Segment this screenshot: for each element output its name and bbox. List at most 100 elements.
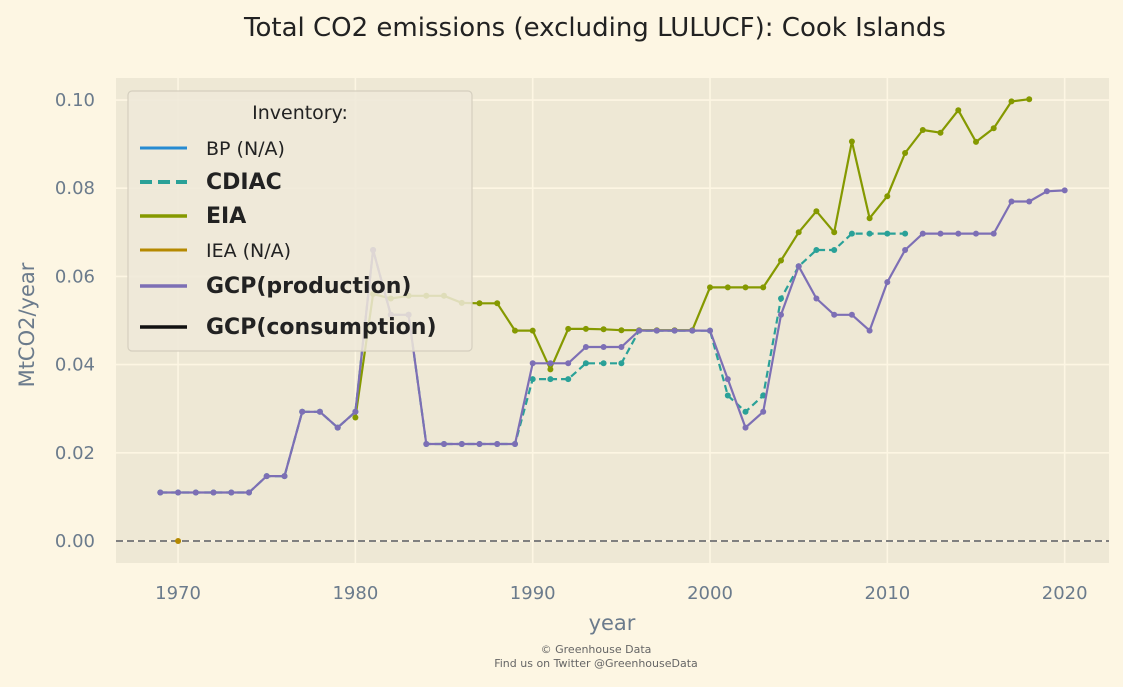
data-point-eia bbox=[1026, 96, 1033, 103]
data-point-gcp-production bbox=[1061, 187, 1068, 194]
x-tick-label: 1980 bbox=[332, 583, 378, 604]
data-point-eia bbox=[760, 284, 767, 291]
data-point-gcp-production bbox=[919, 230, 926, 237]
data-point-eia bbox=[476, 300, 483, 307]
data-point-cdiac bbox=[813, 247, 820, 253]
data-point-gcp-production bbox=[902, 247, 909, 253]
data-point-gcp-production bbox=[884, 279, 891, 286]
data-point-eia bbox=[547, 366, 554, 373]
data-point-gcp-production bbox=[210, 489, 217, 496]
y-tick-label: 0.04 bbox=[55, 355, 95, 376]
data-point-eia bbox=[512, 327, 518, 334]
legend: Inventory: BP (N/A) CDIAC EIA IEA (N/A) GCP(p… bbox=[127, 90, 473, 352]
data-point-cdiac bbox=[547, 376, 554, 383]
data-point-cdiac bbox=[742, 408, 749, 415]
data-point-cdiac bbox=[760, 392, 767, 399]
data-point-gcp-production bbox=[334, 424, 341, 431]
data-point-gcp-production bbox=[724, 376, 731, 383]
data-point-cdiac bbox=[600, 360, 607, 367]
data-point-eia bbox=[831, 229, 838, 236]
data-point-eia bbox=[778, 257, 784, 264]
data-point-eia bbox=[707, 284, 713, 291]
data-point-gcp-production bbox=[973, 230, 979, 237]
data-point-gcp-production bbox=[352, 408, 359, 415]
data-point-eia bbox=[884, 193, 891, 200]
y-tick-label: 0.02 bbox=[55, 443, 95, 464]
x-axis-ticks: 1970 1980 1990 2000 2010 2020 bbox=[155, 583, 1087, 604]
data-point-cdiac bbox=[565, 376, 572, 383]
data-point-eia bbox=[990, 125, 997, 132]
data-point-iea-n-a bbox=[175, 538, 182, 544]
data-point-gcp-production bbox=[316, 408, 323, 415]
data-point-gcp-production bbox=[299, 408, 306, 415]
data-point-cdiac bbox=[866, 230, 873, 237]
data-point-gcp-production bbox=[458, 441, 465, 447]
data-point-gcp-production bbox=[175, 489, 182, 496]
data-point-gcp-production bbox=[512, 441, 518, 447]
x-tick-label: 2000 bbox=[687, 583, 733, 604]
data-point-gcp-production bbox=[813, 295, 820, 302]
series-layer bbox=[157, 96, 1068, 544]
data-point-gcp-production bbox=[778, 311, 784, 318]
data-point-gcp-production bbox=[1008, 198, 1015, 205]
data-point-gcp-production bbox=[1026, 198, 1033, 205]
data-point-eia bbox=[919, 127, 926, 133]
data-point-gcp-production bbox=[848, 311, 855, 318]
data-point-gcp-production bbox=[955, 230, 962, 237]
legend-label-iea-n-a: IEA (N/A) bbox=[206, 240, 291, 262]
data-point-gcp-production bbox=[423, 441, 430, 447]
data-point-gcp-production bbox=[228, 489, 235, 496]
data-point-eia bbox=[813, 208, 820, 215]
data-point-cdiac bbox=[848, 230, 855, 237]
y-tick-label: 0.08 bbox=[55, 178, 95, 199]
data-point-gcp-production bbox=[990, 230, 997, 237]
data-point-gcp-production bbox=[547, 360, 554, 367]
data-point-eia bbox=[724, 284, 731, 291]
data-point-eia bbox=[529, 327, 536, 334]
legend-box bbox=[127, 90, 473, 352]
data-point-eia bbox=[582, 325, 589, 332]
data-point-eia bbox=[742, 284, 749, 291]
data-point-gcp-production bbox=[618, 344, 625, 350]
legend-label-gcp-consumption: GCP(consumption) bbox=[206, 315, 437, 340]
data-point-eia bbox=[618, 327, 625, 334]
legend-label-cdiac: CDIAC bbox=[206, 170, 282, 195]
data-point-gcp-production bbox=[529, 360, 536, 367]
y-tick-label: 0.00 bbox=[55, 531, 95, 552]
data-point-cdiac bbox=[778, 295, 784, 302]
footer-twitter: Find us on Twitter @GreenhouseData bbox=[494, 657, 698, 670]
data-point-eia bbox=[955, 107, 962, 114]
data-point-cdiac bbox=[884, 230, 891, 237]
legend-label-gcp-production: GCP(production) bbox=[206, 274, 411, 299]
data-point-eia bbox=[352, 414, 359, 421]
data-point-cdiac bbox=[831, 247, 838, 253]
data-point-cdiac bbox=[529, 376, 536, 383]
legend-label-bp-n-a: BP (N/A) bbox=[206, 138, 285, 160]
x-tick-label: 2010 bbox=[864, 583, 910, 604]
data-point-gcp-production bbox=[653, 327, 660, 334]
data-point-cdiac bbox=[902, 230, 909, 237]
series-gcp-production bbox=[157, 187, 1068, 496]
x-tick-label: 2020 bbox=[1042, 583, 1088, 604]
x-axis-label: year bbox=[589, 611, 636, 635]
footer-copyright: © Greenhouse Data bbox=[541, 643, 652, 656]
x-tick-label: 1990 bbox=[510, 583, 556, 604]
data-point-gcp-production bbox=[157, 489, 164, 496]
y-axis-label: MtCO2/year bbox=[15, 262, 39, 387]
data-point-gcp-production bbox=[636, 327, 643, 334]
data-point-gcp-production bbox=[937, 230, 944, 237]
data-point-cdiac bbox=[724, 392, 731, 399]
data-point-gcp-production bbox=[263, 473, 270, 480]
data-point-cdiac bbox=[582, 360, 589, 367]
data-point-eia bbox=[937, 129, 944, 136]
y-axis-ticks: 0.00 0.02 0.04 0.06 0.08 0.10 bbox=[55, 90, 95, 552]
y-tick-label: 0.10 bbox=[55, 90, 95, 111]
y-tick-label: 0.06 bbox=[55, 266, 95, 287]
data-point-gcp-production bbox=[671, 327, 678, 334]
data-point-gcp-production bbox=[600, 344, 607, 350]
data-point-eia bbox=[600, 326, 607, 333]
data-point-eia bbox=[795, 229, 802, 236]
chart-title: Total CO2 emissions (excluding LULUCF): … bbox=[243, 13, 946, 43]
data-point-gcp-production bbox=[1043, 188, 1050, 195]
